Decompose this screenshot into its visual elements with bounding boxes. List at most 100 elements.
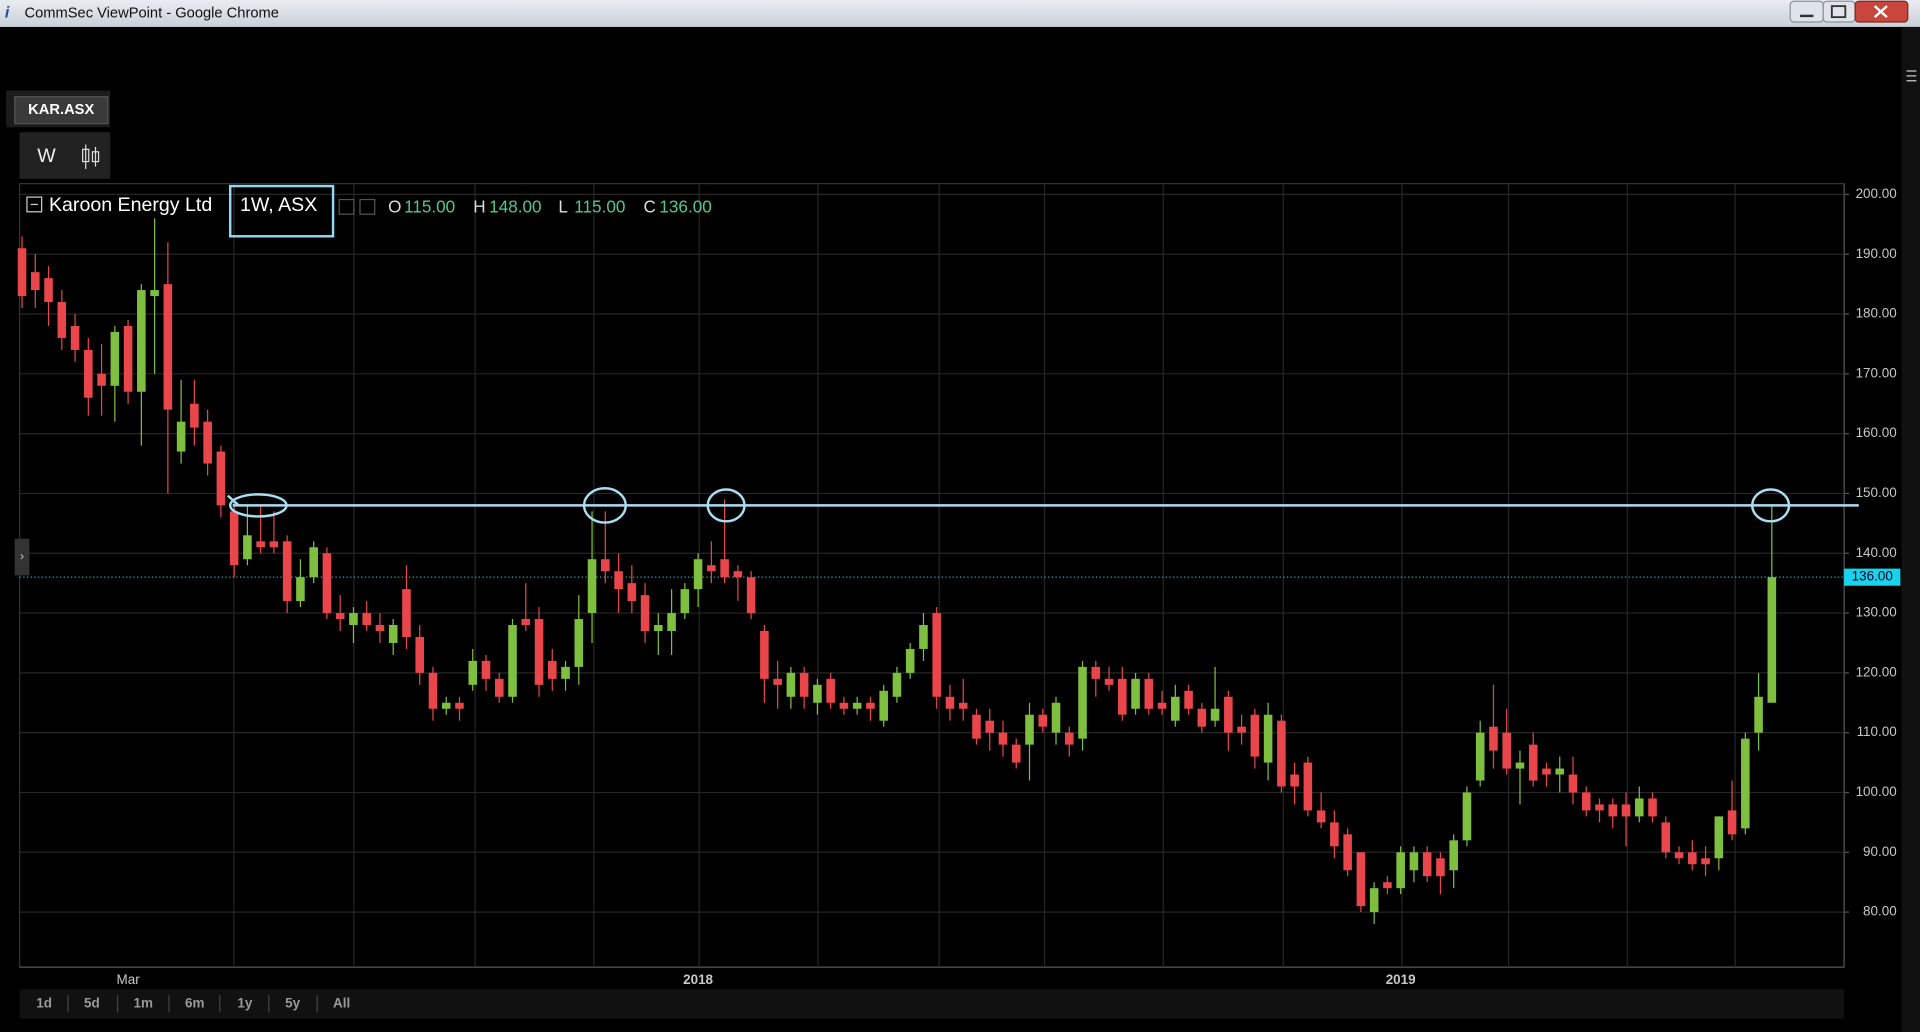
candle-body xyxy=(1634,798,1644,817)
ohlc-key: O xyxy=(388,197,401,217)
candle-body xyxy=(322,553,332,614)
maximize-button[interactable] xyxy=(1822,0,1856,23)
period-button[interactable]: 5d xyxy=(84,995,100,1010)
candle-body xyxy=(932,613,941,697)
candle-body xyxy=(1224,696,1233,733)
close-icon[interactable] xyxy=(359,198,376,215)
candle-body xyxy=(335,613,345,620)
candle-body xyxy=(137,290,146,392)
candle-body xyxy=(1064,732,1074,745)
candle-body xyxy=(1515,762,1525,769)
candle-body xyxy=(813,684,822,703)
candle-body xyxy=(1449,840,1458,871)
period-buttons: 1d 5d 1m 6m 1y 5y All xyxy=(36,995,350,1013)
candle-body xyxy=(985,720,995,733)
candle-body xyxy=(110,331,120,386)
candle-body xyxy=(1688,852,1697,865)
candle-body xyxy=(1396,852,1405,889)
candle-body xyxy=(415,636,425,673)
candle-body xyxy=(428,672,438,709)
candle-body xyxy=(309,547,318,578)
candle-body xyxy=(1608,804,1618,817)
y-tick-label: 120.00 xyxy=(1856,664,1897,679)
toolbar xyxy=(19,132,111,179)
collapse-button[interactable] xyxy=(26,196,43,213)
candle-body xyxy=(1595,804,1604,811)
candle-body xyxy=(1648,798,1657,817)
chart-title: Karoon Energy Ltd xyxy=(49,194,212,216)
y-tick-label: 90.00 xyxy=(1863,844,1897,859)
candle-body xyxy=(1661,822,1671,853)
app-icon: i xyxy=(5,5,10,22)
minimize-button[interactable] xyxy=(1789,0,1824,23)
candle-body xyxy=(1277,720,1286,787)
scrollbar[interactable] xyxy=(1901,26,1920,1032)
candle-body xyxy=(786,672,796,697)
candle-body xyxy=(1741,738,1750,829)
candle-body xyxy=(269,541,279,548)
expand-glyph: › xyxy=(20,549,24,563)
candle-body xyxy=(1502,732,1512,769)
y-tick-label: 100.00 xyxy=(1856,784,1897,799)
candle-body xyxy=(1714,816,1724,859)
period-button[interactable]: 1d xyxy=(36,995,52,1010)
candle-body xyxy=(627,583,637,602)
symbol-tab[interactable] xyxy=(14,96,109,125)
ohlc-value: 148.00 xyxy=(489,197,541,217)
candle-body xyxy=(123,325,133,392)
candle-body xyxy=(1727,810,1737,835)
candle-body xyxy=(640,595,650,631)
candle-body xyxy=(388,625,398,643)
candle-body xyxy=(190,403,199,428)
candle-body xyxy=(17,248,27,297)
candle-body xyxy=(601,559,610,572)
period-button[interactable]: 6m xyxy=(185,995,204,1010)
candle-body xyxy=(1754,696,1763,733)
candle-body xyxy=(1171,696,1180,721)
candle-body xyxy=(1369,888,1379,913)
close-glyph xyxy=(1873,5,1888,19)
candle-body xyxy=(402,589,411,637)
candle-body xyxy=(1011,744,1021,763)
candle-body xyxy=(468,660,478,685)
candle-body xyxy=(481,660,491,679)
candle-body xyxy=(57,302,67,338)
candle-body xyxy=(1621,804,1631,817)
candle-body xyxy=(693,559,703,590)
x-tick-label: Mar xyxy=(117,972,141,987)
highlight-circle xyxy=(582,487,627,524)
ohlc-value: 115.00 xyxy=(574,197,625,217)
chart-type-button[interactable] xyxy=(82,144,100,169)
candle-body xyxy=(654,625,663,631)
menu-glyph[interactable] xyxy=(1906,70,1917,82)
expand-panel[interactable] xyxy=(14,538,30,576)
marks xyxy=(17,193,1859,925)
candle-body xyxy=(1330,822,1339,847)
candle-body xyxy=(879,690,888,721)
y-tick-label: 110.00 xyxy=(1857,724,1897,739)
candle-body xyxy=(905,648,915,673)
period-bar xyxy=(19,989,1845,1019)
candle-body xyxy=(31,272,40,291)
candle-body xyxy=(1025,714,1034,745)
period-button[interactable]: 1y xyxy=(237,995,252,1010)
window-title: CommSec ViewPoint - Google Chrome xyxy=(24,5,278,21)
candle-body xyxy=(760,630,769,679)
settings-icon[interactable] xyxy=(338,198,355,215)
candle-body xyxy=(1237,726,1246,733)
interval-button[interactable]: W xyxy=(37,145,56,167)
candle-body xyxy=(534,619,544,685)
candle-body xyxy=(733,571,743,578)
period-button[interactable]: All xyxy=(333,995,350,1010)
period-button[interactable]: 5y xyxy=(285,995,300,1010)
candle-body xyxy=(680,589,690,614)
candle-body xyxy=(1078,666,1087,739)
y-tick-label: 200.00 xyxy=(1856,186,1897,201)
candle-body xyxy=(1674,852,1684,859)
candle-body xyxy=(1144,678,1154,709)
candle-body xyxy=(508,625,517,697)
candle-body xyxy=(1356,852,1366,907)
candle-body xyxy=(1104,678,1114,685)
candle-body xyxy=(561,666,570,679)
period-button[interactable]: 1m xyxy=(134,995,153,1010)
